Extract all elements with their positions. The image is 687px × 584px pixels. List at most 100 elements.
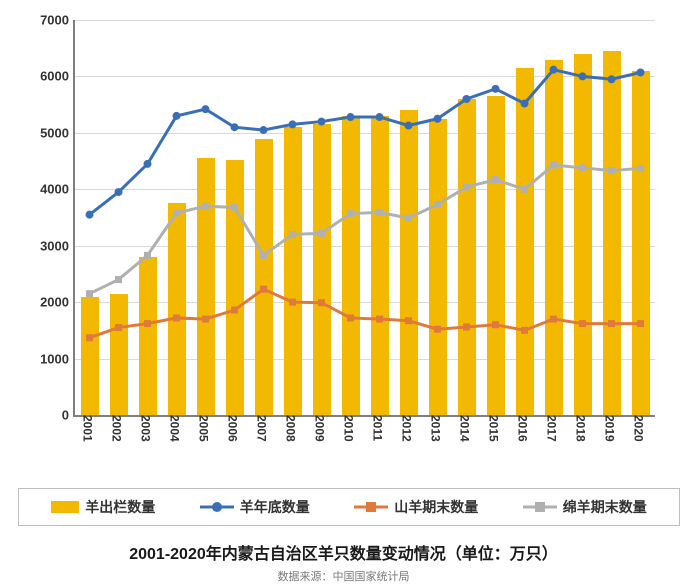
series-marker	[521, 186, 528, 193]
series-marker	[115, 324, 122, 331]
series-marker	[637, 320, 644, 327]
series-line	[90, 70, 641, 215]
series-marker	[318, 230, 325, 237]
series-marker	[173, 314, 180, 321]
x-tick-label: 2006	[226, 415, 240, 442]
x-tick-label: 2012	[400, 415, 414, 442]
series-marker	[492, 85, 500, 93]
series-marker	[608, 75, 616, 83]
series-marker	[347, 113, 355, 121]
y-tick-label: 2000	[40, 295, 69, 310]
plot-area	[73, 20, 655, 417]
x-tick-label: 2011	[371, 415, 385, 441]
legend-swatch-bar	[51, 501, 79, 513]
x-tick-label: 2005	[197, 415, 211, 442]
series-marker	[144, 320, 151, 327]
series-marker	[231, 123, 239, 131]
series-marker	[144, 160, 152, 168]
y-tick-label: 0	[62, 408, 69, 423]
x-tick-label: 2010	[342, 415, 356, 442]
x-tick-label: 2020	[632, 415, 646, 442]
series-marker	[405, 215, 412, 222]
series-marker	[318, 299, 325, 306]
x-tick-label: 2013	[429, 415, 443, 442]
series-marker	[434, 201, 441, 208]
x-tick-label: 2007	[255, 415, 269, 442]
x-tick-label: 2002	[110, 415, 124, 442]
legend-label: 山羊期末数量	[394, 497, 478, 517]
series-marker	[492, 176, 499, 183]
series-marker	[231, 204, 238, 211]
series-marker	[173, 112, 181, 120]
series-line	[90, 289, 641, 338]
series-marker	[463, 184, 470, 191]
x-tick-label: 2019	[603, 415, 617, 442]
chart-source: 数据来源：中国国家统计局	[18, 568, 669, 584]
series-marker	[521, 327, 528, 334]
legend-item-line-1: 山羊期末数量	[354, 497, 478, 517]
series-marker	[608, 167, 615, 174]
y-tick-label: 6000	[40, 69, 69, 84]
series-marker	[521, 100, 529, 108]
series-marker	[86, 334, 93, 341]
series-marker	[86, 290, 93, 297]
series-marker	[86, 211, 94, 219]
x-tick-label: 2001	[81, 415, 95, 442]
series-marker	[608, 320, 615, 327]
series-marker	[202, 316, 209, 323]
series-marker	[289, 231, 296, 238]
line-layer	[75, 20, 655, 415]
series-marker	[463, 95, 471, 103]
series-marker	[492, 321, 499, 328]
series-marker	[144, 252, 151, 259]
x-tick-label: 2018	[574, 415, 588, 442]
series-marker	[289, 299, 296, 306]
series-marker	[318, 118, 326, 126]
x-tick-label: 2003	[139, 415, 153, 442]
chart-title: 2001-2020年内蒙古自治区羊只数量变动情况（单位：万只）	[18, 540, 669, 564]
series-marker	[115, 188, 123, 196]
series-marker	[579, 320, 586, 327]
chart-area: 0 1000 2000 3000 4000 5000 6000 7000 2001 2002 200…	[18, 10, 669, 440]
legend: 羊出栏数量 羊年底数量 山羊期末数量 绵羊期末数量	[18, 488, 680, 526]
x-tick-label: 2014	[458, 415, 472, 442]
y-tick-label: 5000	[40, 125, 69, 140]
series-marker	[550, 162, 557, 169]
series-marker	[260, 252, 267, 259]
series-marker	[637, 165, 644, 172]
y-tick-label: 3000	[40, 238, 69, 253]
x-tick-label: 2017	[545, 415, 559, 442]
x-tick-label: 2015	[487, 415, 501, 442]
series-marker	[289, 120, 297, 128]
series-marker	[405, 122, 413, 130]
x-tick-label: 2009	[313, 415, 327, 442]
series-marker	[434, 115, 442, 123]
series-marker	[376, 113, 384, 121]
series-marker	[260, 286, 267, 293]
legend-swatch-line	[523, 500, 557, 514]
legend-label: 羊年底数量	[240, 497, 310, 517]
legend-label: 羊出栏数量	[85, 497, 155, 517]
x-tick-label: 2016	[516, 415, 530, 442]
series-marker	[434, 326, 441, 333]
series-marker	[347, 210, 354, 217]
series-marker	[550, 316, 557, 323]
series-marker	[231, 307, 238, 314]
legend-item-line-0: 羊年底数量	[200, 497, 310, 517]
series-line	[90, 165, 641, 294]
series-marker	[115, 276, 122, 283]
y-tick-label: 1000	[40, 351, 69, 366]
chart-container: 0 1000 2000 3000 4000 5000 6000 7000 2001 2002 200…	[0, 0, 687, 561]
series-marker	[173, 209, 180, 216]
series-marker	[376, 209, 383, 216]
y-tick-label: 4000	[40, 182, 69, 197]
series-marker	[405, 317, 412, 324]
series-marker	[637, 68, 645, 76]
series-marker	[347, 314, 354, 321]
y-tick-label: 7000	[40, 13, 69, 28]
series-marker	[202, 105, 210, 113]
series-marker	[260, 126, 268, 134]
series-marker	[376, 316, 383, 323]
series-marker	[579, 164, 586, 171]
legend-swatch-line	[354, 500, 388, 514]
